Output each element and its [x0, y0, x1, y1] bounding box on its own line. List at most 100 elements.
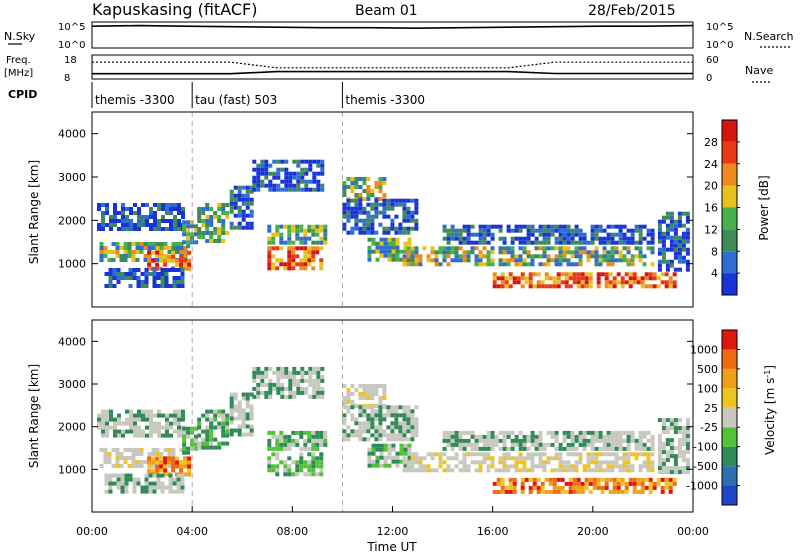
range-gate-cell [532, 272, 537, 277]
range-gate-cell [618, 442, 623, 447]
range-gate-cell [606, 258, 611, 263]
range-gate-cell [660, 477, 665, 482]
range-gate-cell [311, 224, 316, 229]
range-gate-cell [183, 246, 188, 250]
range-gate-cell [390, 429, 395, 434]
range-gate-cell [598, 468, 603, 473]
range-gate-cell [276, 366, 281, 371]
range-gate-cell [201, 437, 206, 442]
range-gate-cell [173, 203, 177, 207]
range-gate-cell [620, 477, 625, 482]
range-gate-cell [514, 224, 519, 229]
range-gate-cell [237, 432, 242, 437]
range-gate-cell [510, 258, 515, 263]
range-gate-cell [288, 382, 293, 387]
range-gate-cell [402, 433, 407, 438]
range-gate-cell [542, 240, 547, 245]
range-gate-cell [574, 464, 579, 469]
range-gate-cell [120, 489, 125, 494]
range-gate-cell [406, 226, 411, 231]
range-gate-cell [303, 460, 308, 465]
range-gate-cell [287, 258, 292, 263]
range-gate-cell [346, 425, 351, 430]
range-gate-cell [159, 242, 164, 246]
range-gate-cell [673, 243, 678, 248]
range-gate-cell [165, 207, 169, 211]
range-gate-cell [225, 203, 230, 207]
range-gate-cell [268, 187, 273, 192]
range-gate-cell [366, 396, 371, 400]
range-gate-cell [520, 481, 525, 486]
range-gate-cell [179, 254, 184, 259]
range-gate-cell [612, 485, 617, 490]
range-gate-cell [506, 262, 511, 267]
range-gate-cell [490, 438, 495, 443]
range-gate-cell [346, 185, 351, 189]
range-gate-cell [638, 442, 643, 447]
range-gate-cell [634, 224, 639, 229]
range-gate-cell [252, 394, 257, 399]
range-gate-cell [438, 246, 443, 251]
range-gate-cell [661, 442, 666, 447]
range-gate-cell [454, 232, 459, 237]
range-gate-cell [299, 224, 304, 229]
range-gate-cell [502, 258, 507, 263]
range-gate-cell [669, 223, 674, 228]
range-gate-cell [284, 171, 289, 176]
range-gate-cell [256, 370, 261, 375]
range-gate-cell [568, 481, 573, 486]
range-gate-cell [217, 203, 222, 207]
range-gate-cell [454, 254, 459, 259]
range-gate-cell [590, 228, 595, 233]
range-gate-cell [450, 236, 455, 241]
range-gate-cell [163, 262, 168, 267]
range-gate-cell [237, 408, 242, 413]
range-gate-cell [514, 464, 519, 469]
range-gate-cell [407, 451, 412, 456]
range-gate-cell [406, 413, 411, 418]
range-gate-cell [442, 254, 447, 259]
range-gate-cell [209, 445, 214, 450]
range-gate-cell [486, 250, 491, 255]
range-gate-cell [370, 193, 375, 197]
range-gate-cell [598, 254, 603, 259]
range-gate-cell [434, 468, 439, 473]
range-gate-cell [478, 228, 483, 233]
range-gate-cell [144, 280, 149, 284]
range-gate-cell [101, 223, 105, 227]
range-gate-cell [177, 417, 181, 422]
range-gate-cell [213, 227, 218, 231]
range-gate-cell [156, 481, 161, 486]
range-gate-cell [358, 392, 363, 396]
range-gate-cell [410, 456, 415, 461]
range-gate-cell [383, 253, 388, 258]
range-gate-cell [530, 228, 535, 233]
range-gate-cell [566, 446, 571, 451]
range-gate-cell [268, 382, 273, 387]
range-gate-cell [127, 464, 132, 468]
colorbar-tick-label: -500 [693, 460, 718, 473]
range-gate-cell [430, 456, 435, 461]
range-gate-cell [113, 425, 117, 430]
range-gate-cell [584, 276, 589, 281]
range-gate-cell [387, 447, 392, 452]
range-gate-cell [542, 460, 547, 465]
range-gate-cell [538, 224, 543, 229]
range-gate-cell [490, 464, 495, 469]
range-gate-cell [312, 175, 317, 180]
range-gate-cell [492, 481, 497, 486]
range-gate-cell [113, 203, 117, 207]
range-gate-cell [406, 460, 411, 465]
range-gate-cell [522, 236, 527, 241]
range-gate-cell [303, 464, 308, 469]
range-gate-cell [362, 222, 367, 227]
range-gate-cell [626, 250, 631, 255]
range-gate-cell [665, 259, 670, 264]
range-gate-cell [604, 284, 609, 289]
range-gate-cell [101, 409, 105, 414]
freq-unit: [MHz] [4, 68, 33, 79]
range-gate-cell [137, 429, 141, 434]
range-gate-cell [478, 468, 483, 473]
range-gate-cell [442, 258, 447, 263]
range-gate-cell [594, 438, 599, 443]
